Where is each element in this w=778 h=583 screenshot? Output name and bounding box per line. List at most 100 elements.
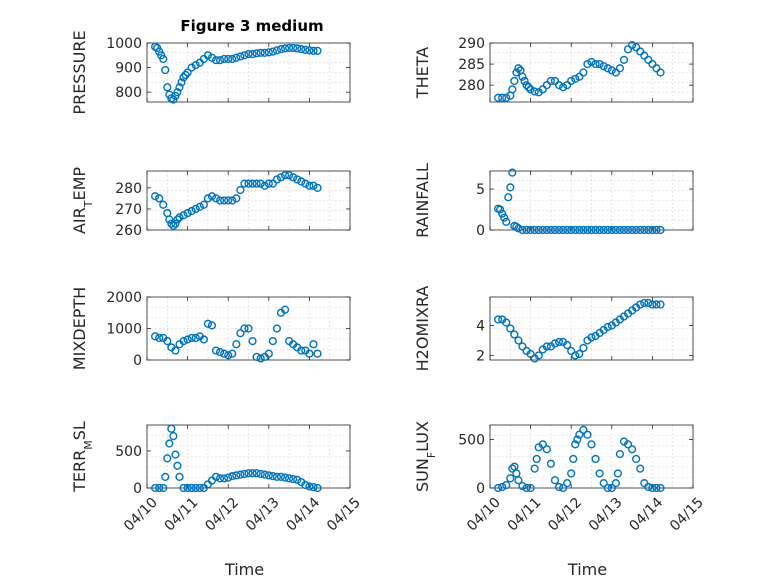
data-point xyxy=(264,179,273,188)
data-point xyxy=(506,324,515,333)
data-point xyxy=(169,432,178,441)
data-point xyxy=(236,329,245,338)
data-point xyxy=(215,348,225,357)
data-point xyxy=(272,46,282,55)
data-point xyxy=(179,211,188,220)
data-point xyxy=(313,349,322,358)
ytick-label: 1000 xyxy=(106,322,142,338)
ytick-label: 0 xyxy=(476,223,485,239)
data-point xyxy=(494,315,503,324)
data-point xyxy=(652,483,661,493)
data-point xyxy=(203,319,213,328)
xtick-label: 04/12 xyxy=(202,495,242,535)
data-point xyxy=(498,209,507,218)
data-point xyxy=(220,54,229,64)
data-point xyxy=(256,48,265,57)
data-point xyxy=(623,225,633,235)
data-point xyxy=(656,483,665,493)
data-point xyxy=(563,225,572,235)
data-point xyxy=(652,225,661,235)
data-point xyxy=(496,205,505,214)
data-point xyxy=(220,349,229,358)
data-point xyxy=(508,85,517,94)
data-point xyxy=(615,64,625,73)
xtick-label: 04/14 xyxy=(626,495,666,535)
ytick-label: 900 xyxy=(115,61,142,77)
data-point xyxy=(611,479,620,488)
data-point xyxy=(550,76,560,86)
data-point xyxy=(276,173,286,182)
data-point xyxy=(167,219,176,228)
data-point xyxy=(518,342,527,351)
data-point xyxy=(256,469,265,479)
data-point xyxy=(563,479,572,488)
data-point xyxy=(191,333,200,343)
data-point xyxy=(640,479,649,488)
data-point xyxy=(563,81,572,90)
data-point xyxy=(512,469,521,478)
data-point xyxy=(280,44,290,53)
data-point xyxy=(244,179,253,188)
data-point xyxy=(215,196,225,205)
data-point xyxy=(236,185,245,195)
data-point xyxy=(502,318,511,327)
data-point xyxy=(569,454,578,464)
data-point xyxy=(656,225,665,235)
data-point xyxy=(632,454,641,464)
panel-terr_msl: 0 500 04/10 04/11 04/12 04/13 04/14 04/15 TERRMS… xyxy=(70,421,364,579)
data-point xyxy=(272,324,282,333)
data-point xyxy=(183,335,192,344)
ytick-label: 0 xyxy=(133,353,142,369)
data-point xyxy=(526,225,535,235)
data-point xyxy=(579,343,588,353)
data-point xyxy=(293,44,302,53)
data-point xyxy=(558,225,568,235)
data-point xyxy=(591,59,600,69)
grid-sun_flux xyxy=(490,425,693,488)
data-point xyxy=(297,346,306,355)
data-point xyxy=(518,225,527,235)
data-point xyxy=(220,196,229,205)
data-point xyxy=(587,57,596,67)
data-point xyxy=(169,221,178,230)
data-point xyxy=(232,340,241,349)
data-point xyxy=(167,424,176,433)
data-point xyxy=(155,194,164,203)
data-point xyxy=(155,483,164,493)
data-point xyxy=(522,483,531,493)
data-point xyxy=(191,61,200,70)
ytick-label: 280 xyxy=(115,181,142,197)
data-point xyxy=(195,202,204,211)
data-point xyxy=(260,181,269,190)
data-point xyxy=(260,470,269,479)
xtick-label: 04/10 xyxy=(464,495,504,535)
data-point xyxy=(656,300,665,309)
data-point xyxy=(163,454,172,463)
data-point xyxy=(285,171,294,180)
data-point xyxy=(615,225,625,235)
data-point xyxy=(640,51,649,60)
data-point xyxy=(542,342,551,351)
data-point xyxy=(248,337,257,346)
data-point xyxy=(171,346,180,355)
data-point xyxy=(573,435,582,444)
ytick-label: 1000 xyxy=(106,36,142,52)
data-point xyxy=(199,335,208,344)
data-point xyxy=(264,471,273,480)
data-point xyxy=(207,53,217,62)
data-point xyxy=(313,46,322,55)
ylabel-sun_flux: SUNFLUX xyxy=(413,421,438,492)
data-point xyxy=(534,351,543,360)
data-point xyxy=(554,482,564,492)
data-point xyxy=(187,63,196,72)
ytick-label: 4 xyxy=(476,319,485,335)
data-point xyxy=(591,225,600,235)
data-point xyxy=(191,483,200,493)
data-point xyxy=(538,225,547,235)
data-point xyxy=(232,194,241,203)
data-point xyxy=(248,49,257,59)
data-point xyxy=(591,454,600,464)
ylabel-theta: THETA xyxy=(413,47,432,99)
data-point xyxy=(498,482,507,492)
data-point xyxy=(603,322,612,332)
